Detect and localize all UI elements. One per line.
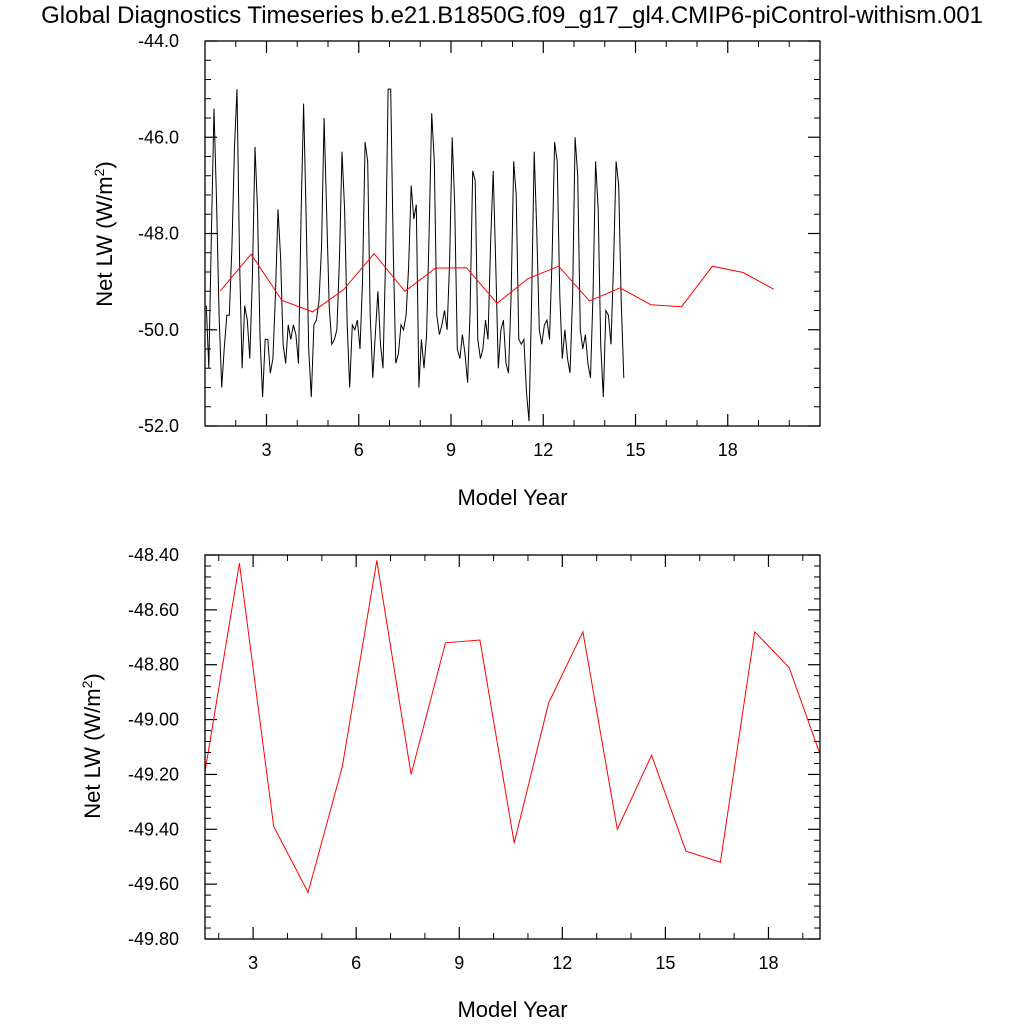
x-tick-label: 12 [533,440,553,460]
x-tick-label: 15 [655,953,675,973]
y-axis-label: Net LW (W/m2) [79,673,105,818]
y-tick-label: -48.80 [128,655,179,675]
x-axis-label: Model Year [457,997,567,1022]
y-tick-label: -49.20 [128,764,179,784]
x-tick-label: 18 [718,440,738,460]
x-tick-label: 6 [354,440,364,460]
y-tick-label: -52.0 [138,416,179,436]
y-tick-label: -48.40 [128,545,179,565]
x-tick-label: 15 [625,440,645,460]
plot-1: 3 6 9 12 15 18 -52.0 -50.0 -48.0 -46.0 -44.0 Model … [91,31,821,510]
x-tick-label: 9 [454,953,464,973]
y-tick-label: -50.0 [138,320,179,340]
x-tick-label: 3 [248,953,258,973]
annual-mean-series-line [205,560,820,894]
x-tick-label: 6 [351,953,361,973]
y-axis-label: Net LW (W/m2) [91,161,117,306]
y-tick-label: -44.0 [138,31,179,51]
x-tick-label: 9 [446,440,456,460]
y-tick-label: -49.40 [128,819,179,839]
page-title: Global Diagnostics Timeseries b.e21.B185… [41,2,983,29]
x-tick-label: 3 [261,440,271,460]
plot-frame [204,40,821,427]
y-tick-label: -49.00 [128,710,179,730]
annual-mean-series-line [220,252,775,313]
y-tick-label: -49.60 [128,874,179,894]
y-tick-label: -49.80 [128,929,179,949]
y-tick-label: -48.0 [138,224,179,244]
y-tick-label: -48.60 [128,600,179,620]
x-axis-label: Model Year [457,485,567,510]
plot-frame [204,554,821,940]
x-tick-label: 18 [758,953,778,973]
monthly-series-line [205,88,625,422]
y-tick-label: -46.0 [138,127,179,147]
x-tick-label: 12 [552,953,572,973]
plot-2: 3 6 9 12 15 18 -49.80 -49.60 -49.40 -49.20 -49.00 -… [79,545,821,1022]
